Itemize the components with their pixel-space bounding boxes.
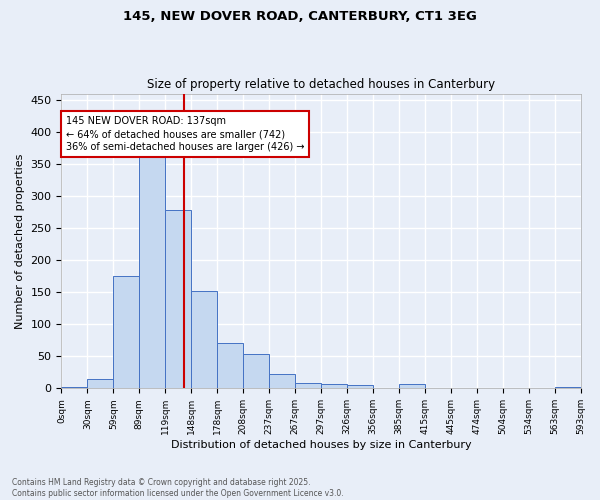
Bar xyxy=(269,374,295,388)
Y-axis label: Number of detached properties: Number of detached properties xyxy=(15,154,25,328)
Bar xyxy=(165,210,191,388)
X-axis label: Distribution of detached houses by size in Canterbury: Distribution of detached houses by size … xyxy=(170,440,471,450)
Bar xyxy=(295,382,321,388)
Title: Size of property relative to detached houses in Canterbury: Size of property relative to detached ho… xyxy=(147,78,495,91)
Bar xyxy=(321,384,347,388)
Text: 145, NEW DOVER ROAD, CANTERBURY, CT1 3EG: 145, NEW DOVER ROAD, CANTERBURY, CT1 3EG xyxy=(123,10,477,23)
Bar xyxy=(191,291,217,388)
Bar xyxy=(243,354,269,388)
Bar xyxy=(554,387,581,388)
Bar xyxy=(347,384,373,388)
Text: 145 NEW DOVER ROAD: 137sqm
← 64% of detached houses are smaller (742)
36% of sem: 145 NEW DOVER ROAD: 137sqm ← 64% of deta… xyxy=(66,116,304,152)
Bar xyxy=(61,387,88,388)
Bar xyxy=(139,151,165,388)
Bar xyxy=(217,344,243,388)
Bar xyxy=(399,384,425,388)
Text: Contains HM Land Registry data © Crown copyright and database right 2025.
Contai: Contains HM Land Registry data © Crown c… xyxy=(12,478,344,498)
Bar xyxy=(88,378,113,388)
Bar xyxy=(113,276,139,388)
